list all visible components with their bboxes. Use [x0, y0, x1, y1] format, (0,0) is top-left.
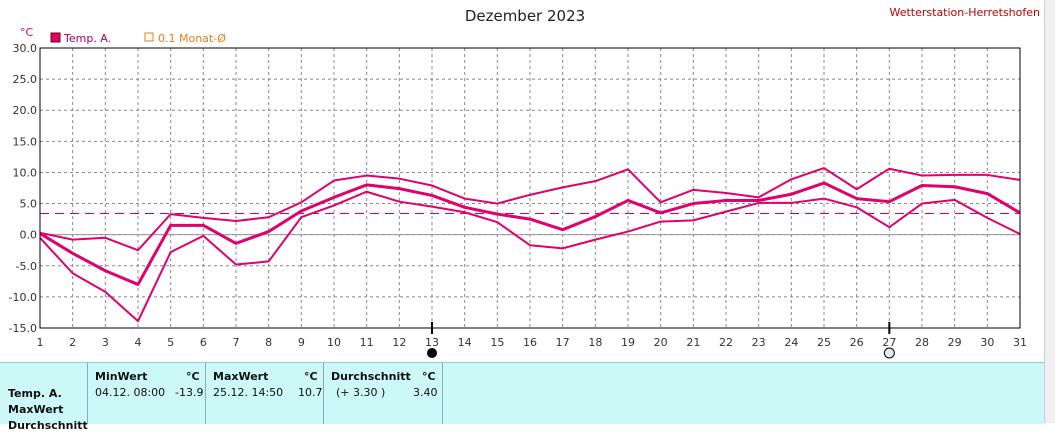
- x-axis-labels: 1 2 3 4 5 6 7 8 9 10 11 12 13 14 15 16 17 18 19 20 21 22 23 24 2…: [37, 336, 1028, 349]
- plot-frame: [39, 47, 1021, 329]
- x-tick-label: 7: [233, 336, 240, 349]
- min-header: MinWert: [95, 370, 148, 383]
- x-tick-label: 30: [980, 336, 994, 349]
- x-tick-label: 27: [882, 336, 896, 349]
- y-tick-label: 20.0: [13, 104, 38, 117]
- series-line-max: [39, 167, 1021, 252]
- x-tick-label: 5: [167, 336, 174, 349]
- x-tick-label: 16: [523, 336, 537, 349]
- row-label-max: MaxWert: [8, 403, 64, 416]
- grid: [40, 48, 1020, 328]
- y-tick-label: 0.0: [20, 229, 38, 242]
- max-value: 10.7: [298, 386, 323, 399]
- y-tick-label: 5.0: [20, 198, 38, 211]
- x-tick-label: 18: [588, 336, 602, 349]
- y-tick-label: 15.0: [13, 135, 38, 148]
- legend-label-avg: 0.1 Monat-Ø: [158, 32, 226, 45]
- avg-note: (+ 3.30 ): [336, 386, 386, 399]
- moon-markers: [427, 322, 895, 359]
- x-tick-label: 10: [327, 336, 341, 349]
- legend: Temp. A. 0.1 Monat-Ø: [50, 32, 226, 45]
- full-moon-icon: [883, 347, 895, 359]
- x-tick-label: 22: [719, 336, 733, 349]
- series-line-mean: [39, 181, 1021, 286]
- x-tick-label: 14: [458, 336, 472, 349]
- max-column: MaxWert °C 25.12. 14:50 10.7: [205, 363, 324, 424]
- y-unit: °C: [20, 26, 34, 39]
- average-column: Durchschnitt °C (+ 3.30 ) 3.40: [323, 363, 443, 424]
- x-tick-label: 24: [784, 336, 798, 349]
- x-tick-label: 26: [850, 336, 864, 349]
- x-tick-label: 28: [915, 336, 929, 349]
- x-tick-label: 17: [556, 336, 570, 349]
- x-tick-label: 2: [69, 336, 76, 349]
- x-tick-label: 31: [1013, 336, 1027, 349]
- x-tick-label: 1: [37, 336, 44, 349]
- station-name: Wetterstation-Herretshofen: [889, 6, 1040, 19]
- x-tick-label: 3: [102, 336, 109, 349]
- max-unit: °C: [304, 370, 318, 383]
- y-tick-label: 25.0: [13, 73, 38, 86]
- avg-value: 3.40: [413, 386, 438, 399]
- x-tick-label: 8: [265, 336, 272, 349]
- new-moon-icon: [427, 348, 437, 358]
- legend-swatch-avg: [144, 32, 154, 42]
- row-label-temp: Temp. A.: [8, 387, 62, 400]
- y-tick-label: -5.0: [16, 260, 37, 273]
- x-tick-label: 15: [490, 336, 504, 349]
- x-tick-label: 29: [948, 336, 962, 349]
- window-edge: [1044, 0, 1055, 423]
- x-tick-label: 21: [686, 336, 700, 349]
- max-date: 25.12. 14:50: [213, 386, 284, 399]
- summary-panel: Temp. A. MaxWert Durchschnitt MinWert °C…: [0, 362, 1044, 432]
- x-tick-label: 12: [392, 336, 406, 349]
- y-tick-label: 10.0: [13, 166, 38, 179]
- x-tick-label: 13: [425, 336, 439, 349]
- y-tick-label: 30.0: [13, 42, 38, 55]
- avg-unit: °C: [422, 370, 436, 383]
- legend-label-temp: Temp. A.: [63, 32, 111, 45]
- max-header: MaxWert: [213, 370, 269, 383]
- min-unit: °C: [186, 370, 200, 383]
- y-tick-label: -15.0: [9, 322, 37, 335]
- temperature-chart: Dezember 2023 Wetterstation-Herretshofen…: [9, 6, 1040, 359]
- min-value: -13.9: [175, 386, 204, 399]
- x-tick-label: 23: [752, 336, 766, 349]
- min-column: MinWert °C 04.12. 08:00 -13.9: [87, 363, 206, 424]
- x-tick-label: 4: [135, 336, 142, 349]
- chart-title: Dezember 2023: [465, 7, 585, 25]
- row-label-avg: Durchschnitt: [8, 419, 88, 432]
- series: [39, 167, 1021, 323]
- x-tick-label: 19: [621, 336, 635, 349]
- x-tick-label: 25: [817, 336, 831, 349]
- y-tick-label: -10.0: [9, 291, 37, 304]
- legend-swatch-temp: [50, 32, 61, 43]
- x-tick-label: 11: [360, 336, 374, 349]
- x-tick-label: 6: [200, 336, 207, 349]
- avg-header: Durchschnitt: [331, 370, 411, 383]
- series-line-min: [39, 190, 1021, 323]
- y-axis-labels: 30.0 25.0 20.0 15.0 10.0 5.0 0.0 -5.0 -10.0 -15.0: [9, 42, 37, 335]
- x-tick-label: 9: [298, 336, 305, 349]
- x-tick-label: 20: [654, 336, 668, 349]
- min-date: 04.12. 08:00: [95, 386, 166, 399]
